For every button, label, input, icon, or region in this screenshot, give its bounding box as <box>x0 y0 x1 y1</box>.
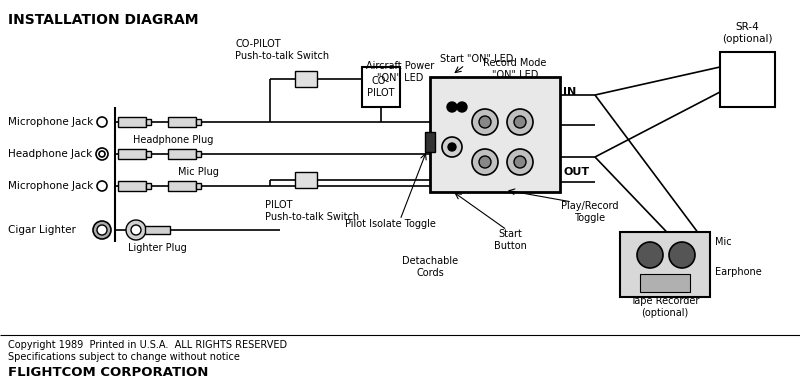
Circle shape <box>97 225 107 235</box>
Text: Lighter Plug: Lighter Plug <box>128 243 186 253</box>
Text: Microphone Jack: Microphone Jack <box>8 117 94 127</box>
Text: Mic: Mic <box>715 237 732 247</box>
Circle shape <box>131 225 141 235</box>
Text: INSTALLATION DIAGRAM: INSTALLATION DIAGRAM <box>8 13 198 27</box>
Bar <box>620 232 710 297</box>
Text: Earphone: Earphone <box>715 267 762 277</box>
Text: Tape Recorder
(optional): Tape Recorder (optional) <box>630 296 700 318</box>
Circle shape <box>96 148 108 160</box>
Circle shape <box>93 221 111 239</box>
Bar <box>168 149 196 159</box>
Circle shape <box>669 242 695 268</box>
Bar <box>118 181 146 191</box>
Text: Headphone Jack: Headphone Jack <box>8 149 92 159</box>
Circle shape <box>507 149 533 175</box>
Text: Aircraft Power
"ON" LED: Aircraft Power "ON" LED <box>366 61 434 83</box>
Bar <box>295 172 317 188</box>
Circle shape <box>99 151 105 157</box>
Text: CO-PILOT
Push-to-talk Switch: CO-PILOT Push-to-talk Switch <box>235 39 329 61</box>
Bar <box>118 117 146 127</box>
Circle shape <box>472 149 498 175</box>
Text: Microphone Jack: Microphone Jack <box>8 181 94 191</box>
Circle shape <box>97 117 107 127</box>
Bar <box>118 149 146 159</box>
Bar <box>362 67 400 107</box>
Text: Play/Record
Toggle: Play/Record Toggle <box>562 201 618 223</box>
Text: Detachable
Cords: Detachable Cords <box>402 256 458 278</box>
Circle shape <box>507 109 533 135</box>
Circle shape <box>514 156 526 168</box>
Bar <box>146 119 151 125</box>
Text: Copyright 1989  Printed in U.S.A.  ALL RIGHTS RESERVED: Copyright 1989 Printed in U.S.A. ALL RIG… <box>8 340 287 350</box>
Text: Pilot Isolate Toggle: Pilot Isolate Toggle <box>345 219 435 229</box>
Circle shape <box>637 242 663 268</box>
Bar <box>196 183 201 189</box>
Bar <box>295 71 317 87</box>
Circle shape <box>472 109 498 135</box>
Text: Mic Plug: Mic Plug <box>178 167 219 177</box>
Bar <box>168 181 196 191</box>
Bar <box>196 119 201 125</box>
Circle shape <box>479 116 491 128</box>
Circle shape <box>126 220 146 240</box>
Text: PILOT
Push-to-talk Switch: PILOT Push-to-talk Switch <box>265 200 359 222</box>
Bar <box>430 77 560 192</box>
Bar <box>720 52 775 107</box>
Circle shape <box>448 143 456 151</box>
Bar <box>640 274 690 292</box>
Text: CO-
PILOT: CO- PILOT <box>367 76 394 98</box>
Circle shape <box>447 102 457 112</box>
Bar <box>425 132 435 152</box>
Circle shape <box>457 102 467 112</box>
Text: Record Mode
"ON" LED: Record Mode "ON" LED <box>483 58 546 80</box>
Circle shape <box>442 137 462 157</box>
Bar <box>196 151 201 157</box>
Circle shape <box>479 156 491 168</box>
Text: Cigar Lighter: Cigar Lighter <box>8 225 76 235</box>
Text: Start "ON" LED: Start "ON" LED <box>440 54 514 64</box>
Bar <box>145 226 170 234</box>
Text: Start
Button: Start Button <box>494 229 526 251</box>
Text: Specifications subject to change without notice: Specifications subject to change without… <box>8 352 240 362</box>
Bar <box>168 117 196 127</box>
Text: OUT: OUT <box>563 167 589 177</box>
Text: FLIGHTCOM CORPORATION: FLIGHTCOM CORPORATION <box>8 366 208 380</box>
Text: Headphone Plug: Headphone Plug <box>133 135 214 145</box>
Text: SR-4
(optional): SR-4 (optional) <box>722 22 772 44</box>
Bar <box>146 151 151 157</box>
Circle shape <box>97 181 107 191</box>
Text: IN: IN <box>563 87 576 97</box>
Bar <box>146 183 151 189</box>
Circle shape <box>514 116 526 128</box>
